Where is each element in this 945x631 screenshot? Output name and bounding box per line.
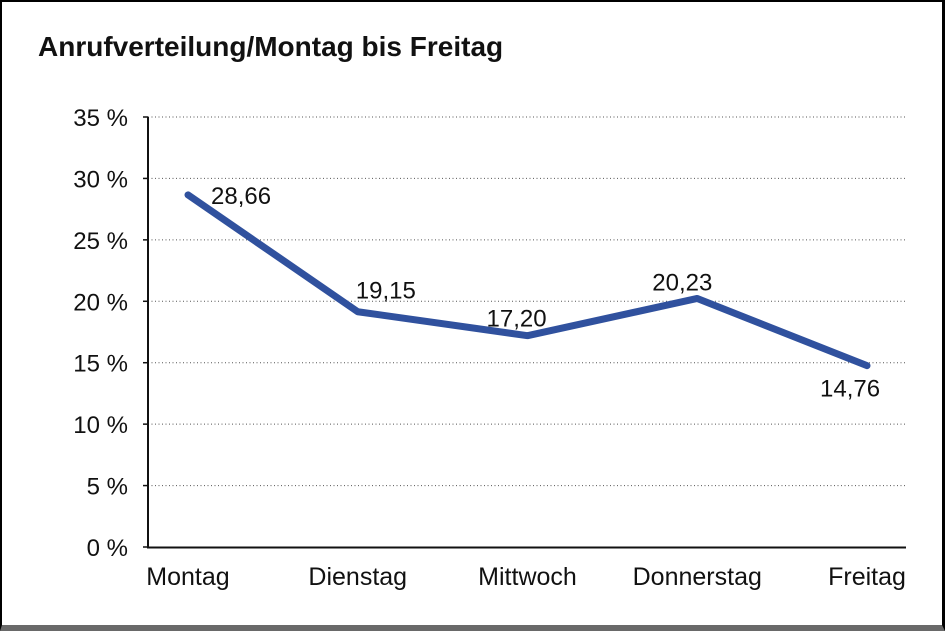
y-axis-tick-label: 20 % xyxy=(73,289,128,316)
y-axis-tick-label: 0 % xyxy=(87,535,128,562)
data-point-label: 14,76 xyxy=(820,376,880,403)
y-axis-tick-label: 5 % xyxy=(87,474,128,501)
gridlines-group xyxy=(148,116,907,487)
data-point-label: 17,20 xyxy=(487,306,547,333)
x-axis-tick-label: Freitag xyxy=(828,563,906,591)
x-axis-tick-label: Montag xyxy=(146,563,229,591)
data-series-line xyxy=(184,191,871,370)
y-axis-tick-label: 10 % xyxy=(73,412,128,439)
y-axis-tick-label: 35 % xyxy=(73,105,128,132)
data-point-label: 20,23 xyxy=(652,269,712,296)
x-axis-tick-label: Donnerstag xyxy=(633,563,762,591)
labels-group: 0 % 5 % 10 % 15 % 20 % 25 % 30 % 35 % 28,66 Monta… xyxy=(73,105,906,591)
axes-group xyxy=(143,116,906,549)
y-axis-tick-label: 15 % xyxy=(73,351,128,378)
x-axis-tick-label: Mittwoch xyxy=(478,563,577,591)
x-axis-tick-label: Dienstag xyxy=(308,563,407,591)
y-axis-tick-label: 25 % xyxy=(73,228,128,255)
y-axis-tick-label: 30 % xyxy=(73,166,128,193)
data-series-group xyxy=(184,191,871,370)
chart-title: Anrufverteilung/Montag bis Freitag xyxy=(38,31,503,62)
data-point-label: 19,15 xyxy=(356,278,416,305)
data-point-label: 28,66 xyxy=(211,183,271,210)
